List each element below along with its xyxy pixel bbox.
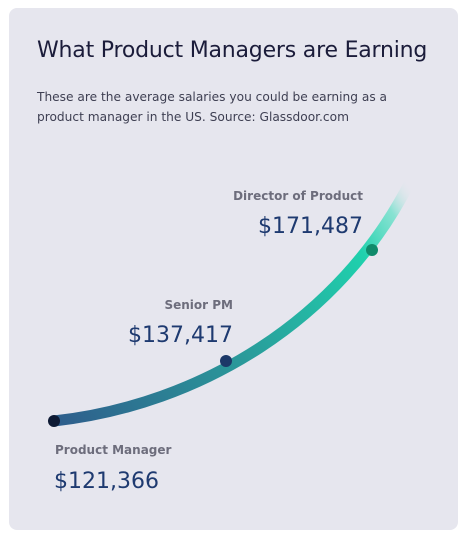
card-subtitle: These are the average salaries you could… (37, 90, 388, 124)
data-point-marker (48, 415, 60, 427)
data-point-value: $137,417 (128, 323, 233, 348)
data-point-marker (366, 244, 378, 256)
data-point-label: Director of Product (233, 189, 363, 203)
data-point-value: $171,487 (258, 214, 363, 239)
data-point-label: Senior PM (164, 298, 233, 312)
data-point-label: Product Manager (55, 443, 172, 457)
card-title: What Product Managers are Earning (37, 38, 428, 63)
salary-card (9, 8, 458, 530)
data-point-value: $121,366 (54, 469, 159, 494)
data-point-marker (220, 355, 232, 367)
salary-curve-line (48, 176, 416, 427)
